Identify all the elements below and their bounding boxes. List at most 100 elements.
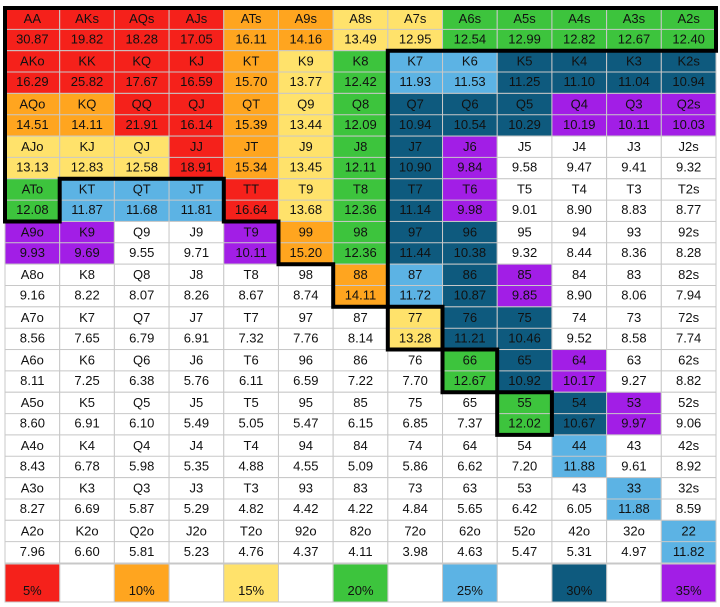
legend-label: 20%	[347, 583, 373, 598]
equity: 12.42	[344, 74, 377, 89]
legend-label: 10%	[129, 583, 155, 598]
legend-swatch	[660, 563, 717, 603]
equity: 12.95	[399, 31, 432, 46]
hand: K7	[79, 310, 95, 325]
hand: Q3	[133, 481, 150, 496]
equity: 12.67	[618, 31, 651, 46]
hand: 97	[299, 310, 313, 325]
hand: AKs	[75, 11, 99, 26]
equity: 5.65	[457, 501, 482, 516]
equity: 14.16	[290, 31, 323, 46]
hand: KK	[78, 54, 96, 69]
hand: K5	[79, 395, 95, 410]
equity: 6.91	[74, 416, 99, 431]
hand: A7o	[21, 310, 44, 325]
hand: 64	[463, 438, 477, 453]
equity: 8.67	[238, 288, 263, 303]
hand: A7s	[404, 11, 427, 26]
hand: 85	[517, 267, 531, 282]
equity: 4.84	[403, 501, 428, 516]
equity: 16.29	[16, 74, 49, 89]
hand: 43	[627, 438, 641, 453]
hand: J4	[190, 438, 204, 453]
tier-border	[3, 6, 718, 309]
equity: 12.08	[16, 202, 49, 217]
equity: 8.22	[74, 288, 99, 303]
hand: JT	[244, 139, 259, 154]
hand: A3o	[21, 481, 44, 496]
hand: 94	[572, 224, 586, 239]
hand: A4s	[568, 11, 591, 26]
equity: 8.06	[621, 288, 646, 303]
equity: 8.27	[20, 501, 45, 516]
hand: 52o	[514, 523, 536, 538]
tier-border	[3, 6, 390, 309]
hand: K8	[79, 267, 95, 282]
equity: 5.98	[129, 458, 154, 473]
hand: 92s	[678, 224, 699, 239]
equity: 15.70	[235, 74, 268, 89]
equity: 11.82	[673, 544, 705, 559]
equity: 12.99	[508, 31, 541, 46]
hand: J7	[408, 139, 422, 154]
equity: 6.05	[567, 501, 592, 516]
hand: A2o	[21, 523, 44, 538]
hand: 88	[353, 267, 367, 282]
hand: Q9	[297, 96, 314, 111]
hand: J6	[190, 353, 204, 368]
hand: 44	[572, 438, 586, 453]
legend-label: 30%	[566, 583, 592, 598]
hand: KT	[79, 182, 96, 197]
hand: 64	[572, 353, 586, 368]
hand: 62s	[678, 353, 699, 368]
hand: 98	[353, 224, 367, 239]
hand: T4	[572, 182, 587, 197]
hand: 77	[408, 310, 422, 325]
equity: 14.11	[71, 117, 103, 132]
equity: 25.82	[71, 74, 104, 89]
equity: 9.32	[512, 245, 537, 260]
equity: 8.58	[621, 330, 646, 345]
equity: 8.26	[184, 288, 209, 303]
hand: 84	[353, 438, 367, 453]
equity: 9.27	[621, 373, 646, 388]
hand: 75	[517, 310, 531, 325]
hand: J4	[572, 139, 586, 154]
hand: 83	[627, 267, 641, 282]
equity: 9.84	[457, 160, 482, 175]
hand: 87	[353, 310, 367, 325]
hand: QT	[242, 96, 260, 111]
hand: A3s	[623, 11, 646, 26]
hand: AA	[24, 11, 42, 26]
equity: 12.40	[672, 31, 705, 46]
hand: Q6	[133, 353, 150, 368]
equity: 12.11	[345, 160, 377, 175]
hand: Q5	[516, 96, 533, 111]
hand: 32s	[678, 481, 699, 496]
hand: 52s	[678, 395, 699, 410]
hand: 82o	[350, 523, 372, 538]
legend-swatch	[223, 563, 279, 603]
equity: 6.91	[184, 330, 209, 345]
hand: A9o	[21, 224, 44, 239]
equity: 11.04	[618, 74, 650, 89]
hand: Q6	[461, 96, 478, 111]
hand: T5	[517, 182, 532, 197]
hand: 92o	[295, 523, 317, 538]
equity: 13.68	[290, 202, 323, 217]
equity: 11.10	[563, 74, 595, 89]
legend-swatch	[551, 563, 608, 603]
hand: 74	[408, 438, 422, 453]
hand: Q5	[133, 395, 150, 410]
hand: Q7	[133, 310, 150, 325]
equity: 4.42	[293, 501, 318, 516]
hand: Q4	[571, 96, 588, 111]
equity: 9.32	[676, 160, 701, 175]
hand: J6	[463, 139, 477, 154]
hand: 86	[353, 353, 367, 368]
equity: 15.20	[290, 245, 323, 260]
equity: 8.83	[621, 202, 646, 217]
legend-swatch	[332, 563, 389, 603]
equity: 10.19	[563, 117, 596, 132]
hand: QJ	[188, 96, 205, 111]
